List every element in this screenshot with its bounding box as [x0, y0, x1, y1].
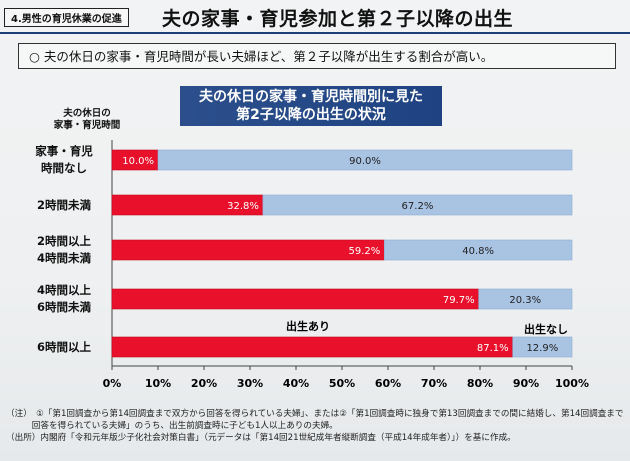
y-axis-header: 夫の休日の 家事・育児時間 [52, 108, 122, 132]
bar-birth-no [512, 336, 573, 358]
x-tick-label: 90% [513, 377, 539, 390]
data-label-birth-no: 40.8% [462, 246, 494, 257]
category-label: 4時間以上 6時間未満 [18, 282, 110, 316]
footnote-line: 回答を得られている夫婦」のうち、出生前調査時に子ども1人以上ありの夫婦。 [6, 421, 338, 431]
data-label-birth-yes: 32.8% [227, 201, 259, 212]
x-tick-label: 30% [237, 377, 263, 390]
series-label-birth-yes: 出生あり [286, 319, 330, 333]
category-label: 2時間以上 4時間未満 [18, 233, 110, 267]
footnotes: （注） ①「第1回調査から第14回調査まで双方から回答を得られている夫婦」、また… [6, 408, 624, 444]
bar-birth-yes [111, 288, 479, 310]
y-axis-header-line-1: 夫の休日の [63, 108, 111, 119]
data-label-birth-no: 90.0% [349, 156, 381, 167]
data-label-birth-yes: 10.0% [122, 156, 154, 167]
category-label: 2時間未満 [18, 197, 110, 214]
section-tag: 4.男性の育児休業の促進 [4, 8, 129, 27]
category-label-line: 6時間未満 [36, 300, 91, 314]
bar-birth-no [384, 239, 573, 261]
category-label-line: 6時間以上 [36, 339, 91, 354]
category-label: 6時間以上 [18, 339, 110, 356]
bar-birth-yes [111, 336, 513, 358]
x-tick-label: 70% [421, 377, 447, 390]
page-title: 夫の家事・育児参加と第２子以降の出生 [162, 8, 514, 30]
x-tick-label: 40% [283, 377, 309, 390]
data-label-birth-yes: 59.2% [349, 246, 381, 257]
bar-birth-no [478, 288, 573, 310]
summary-box: ○ 夫の休日の家事・育児時間が長い夫婦ほど、第２子以降が出生する割合が高い。 [18, 43, 616, 69]
x-tick-label: 50% [329, 377, 355, 390]
category-label-line: 2時間以上 [36, 234, 91, 248]
data-label-birth-no: 67.2% [402, 201, 434, 212]
category-label-line: 4時間未満 [36, 251, 91, 265]
title-underline [0, 32, 630, 34]
bar-birth-no [157, 149, 573, 171]
category-label-line: 4時間以上 [36, 283, 91, 297]
data-label-birth-no: 20.3% [509, 295, 541, 306]
chart-title-line-2: 第2子以降の出生の状況 [236, 107, 386, 123]
x-tick-label: 80% [467, 377, 493, 390]
chart-title-line-1: 夫の休日の家事・育児時間別に見た [199, 89, 423, 105]
data-label-birth-yes: 87.1% [477, 343, 509, 354]
bar-birth-yes [111, 239, 385, 261]
data-label-birth-yes: 79.7% [443, 295, 475, 306]
chart-title-banner: 夫の休日の家事・育児時間別に見た 第2子以降の出生の状況 [180, 86, 442, 126]
x-tick-label: 100% [555, 377, 589, 390]
series-label-birth-no: 出生なし [524, 322, 568, 336]
category-label-line: 2時間未満 [36, 197, 91, 212]
data-label-birth-no: 12.9% [526, 343, 558, 354]
x-tick-label: 10% [145, 377, 171, 390]
bar-birth-no [262, 194, 573, 216]
x-tick-label: 0% [103, 377, 122, 390]
footnote-line: （注） ①「第1回調査から第14回調査まで双方から回答を得られている夫婦」、また… [6, 409, 624, 419]
x-tick-label: 20% [191, 377, 217, 390]
x-tick-label: 60% [375, 377, 401, 390]
category-label-line: 家事・育児 [35, 144, 93, 158]
footnote-line: （出所）内閣府「令和元年版少子化社会対策白書」（元データは「第14回21世紀成年… [6, 433, 516, 443]
y-axis-header-line-2: 家事・育児時間 [53, 120, 121, 131]
category-label: 家事・育児 時間なし [18, 143, 110, 177]
category-label-line: 時間なし [41, 161, 87, 175]
